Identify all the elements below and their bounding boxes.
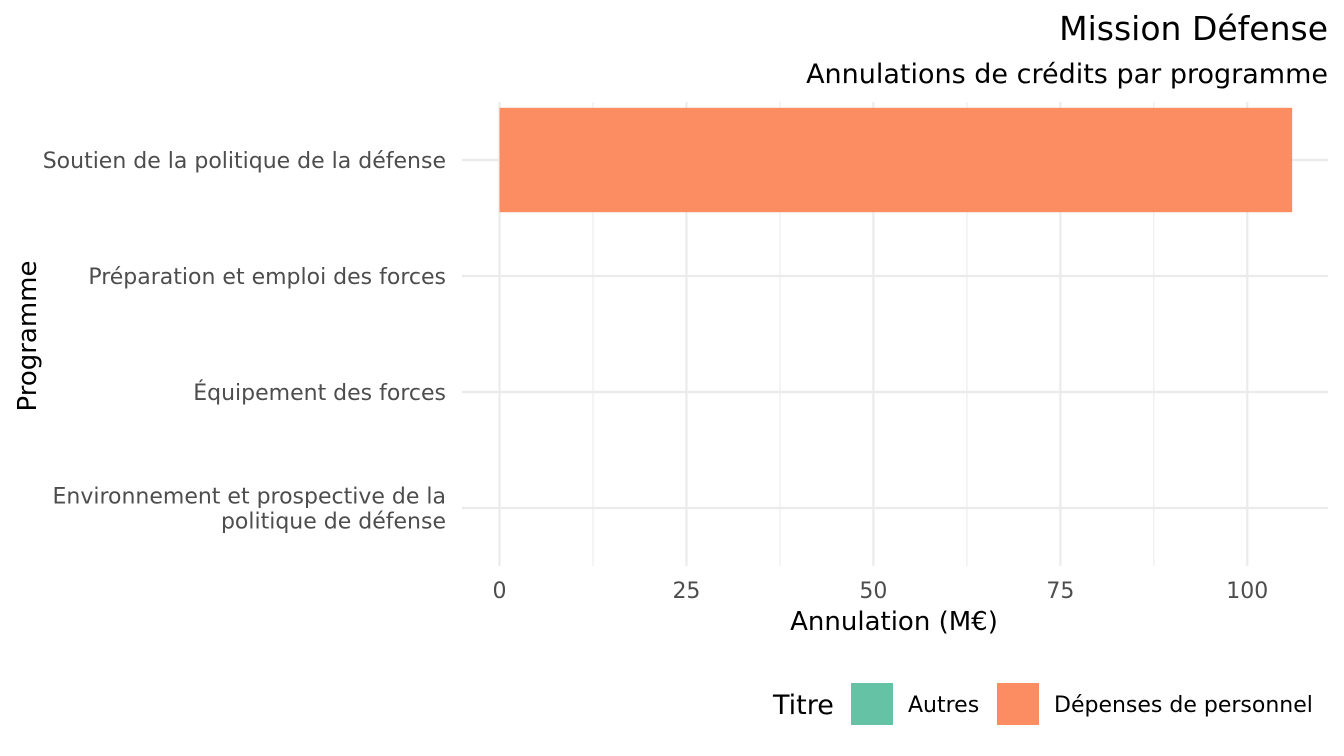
legend-title: Titre <box>772 690 834 721</box>
x-tick-label: 100 <box>1226 579 1268 604</box>
bar <box>499 107 1293 213</box>
legend-items: Autres Dépenses de personnel <box>851 683 1313 725</box>
legend-label: Autres <box>908 693 979 718</box>
legend-key <box>997 683 1039 725</box>
x-tick-label: 0 <box>493 579 507 604</box>
bars <box>499 107 1293 213</box>
x-axis-title: Annulation (M€) <box>790 607 998 637</box>
legend: Titre Autres Dépenses de personnel <box>772 683 1313 725</box>
chart-subtitle: Annulations de crédits par programme <box>806 59 1328 90</box>
y-axis-title: Programme <box>13 260 43 411</box>
legend-key <box>851 683 893 725</box>
x-tick-label: 50 <box>859 579 887 604</box>
x-tick-label: 75 <box>1046 579 1074 604</box>
y-tick-label: Préparation et emploi des forces <box>88 265 446 290</box>
y-tick-label: politique de défense <box>221 510 446 535</box>
y-tick-label: Équipement des forces <box>193 380 446 406</box>
x-tick-label: 25 <box>672 579 700 604</box>
legend-label: Dépenses de personnel <box>1054 693 1313 718</box>
chart-title: Mission Défense <box>1059 9 1328 48</box>
y-tick-label: Soutien de la politique de la défense <box>43 149 446 174</box>
x-axis-ticks: 0 25 50 75 100 <box>493 579 1269 604</box>
y-axis-labels: Soutien de la politique de la défense Pré… <box>43 149 446 535</box>
y-tick-label: Environnement et prospective de la <box>52 485 446 510</box>
